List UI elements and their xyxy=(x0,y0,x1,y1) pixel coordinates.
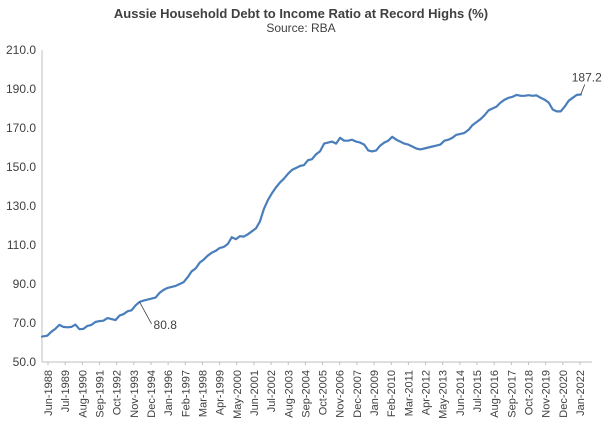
annotation-leader xyxy=(580,84,586,95)
x-tick-label: Aug-2003 xyxy=(283,370,295,418)
x-tick-label: Feb-2010 xyxy=(386,370,398,417)
x-tick-label: Dec-2007 xyxy=(352,370,364,418)
x-tick-label: Dec-1994 xyxy=(146,370,158,418)
y-tick-label: 110.0 xyxy=(7,238,36,252)
x-tick-label: Feb-1997 xyxy=(180,370,192,417)
x-tick-label: Sep-2004 xyxy=(300,370,312,418)
x-tick-label: Nov-2006 xyxy=(335,370,347,418)
x-tick-label: Jan-2009 xyxy=(369,370,381,416)
y-tick-label: 70.0 xyxy=(13,316,37,330)
x-tick-label: Jun-2014 xyxy=(455,370,467,416)
x-tick-label: Jul-1989 xyxy=(60,370,72,412)
x-tick-label: Apr-2012 xyxy=(421,370,433,415)
x-tick-label: Nov-2019 xyxy=(541,370,553,418)
chart-title: Aussie Household Debt to Income Ratio at… xyxy=(113,6,489,21)
x-tick-label: Oct-2018 xyxy=(524,370,536,415)
x-tick-label: Mar-1998 xyxy=(197,370,209,417)
chart-subtitle: Source: RBA xyxy=(266,21,336,35)
x-tick-label: Sep-1991 xyxy=(94,370,106,418)
x-tick-label: Oct-2005 xyxy=(318,370,330,415)
y-tick-label: 90.0 xyxy=(13,277,37,291)
y-tick-label: 130.0 xyxy=(6,199,36,213)
x-tick-label: May-2000 xyxy=(232,370,244,419)
x-tick-label: Aug-2016 xyxy=(489,370,501,418)
x-tick-label: Sep-2017 xyxy=(506,370,518,418)
y-tick-label: 170.0 xyxy=(6,121,36,135)
x-tick-label: Jan-2022 xyxy=(575,370,587,416)
y-tick-label: 190.0 xyxy=(6,82,36,96)
y-tick-label: 210.0 xyxy=(6,43,36,57)
x-tick-label: Dec-2020 xyxy=(558,370,570,418)
x-tick-label: Oct-1992 xyxy=(112,370,124,415)
x-tick-label: Jul-2015 xyxy=(472,370,484,412)
annotation-leader xyxy=(139,301,152,325)
x-tick-label: Jun-1988 xyxy=(43,370,55,416)
x-tick-label: Jun-2001 xyxy=(249,370,261,416)
data-label: 80.8 xyxy=(154,318,178,332)
x-tick-label: Jan-1996 xyxy=(163,370,175,416)
x-tick-label: Apr-1999 xyxy=(215,370,227,415)
x-tick-label: May-2013 xyxy=(438,370,450,419)
x-tick-label: Jul-2002 xyxy=(266,370,278,412)
y-tick-label: 150.0 xyxy=(6,160,36,174)
data-label: 187.2 xyxy=(572,70,602,84)
x-tick-label: Nov-1993 xyxy=(129,370,141,418)
x-tick-label: Mar-2011 xyxy=(403,370,415,416)
y-tick-label: 50.0 xyxy=(13,355,37,369)
series-line xyxy=(40,93,582,338)
x-tick-label: Aug-1990 xyxy=(77,370,89,418)
